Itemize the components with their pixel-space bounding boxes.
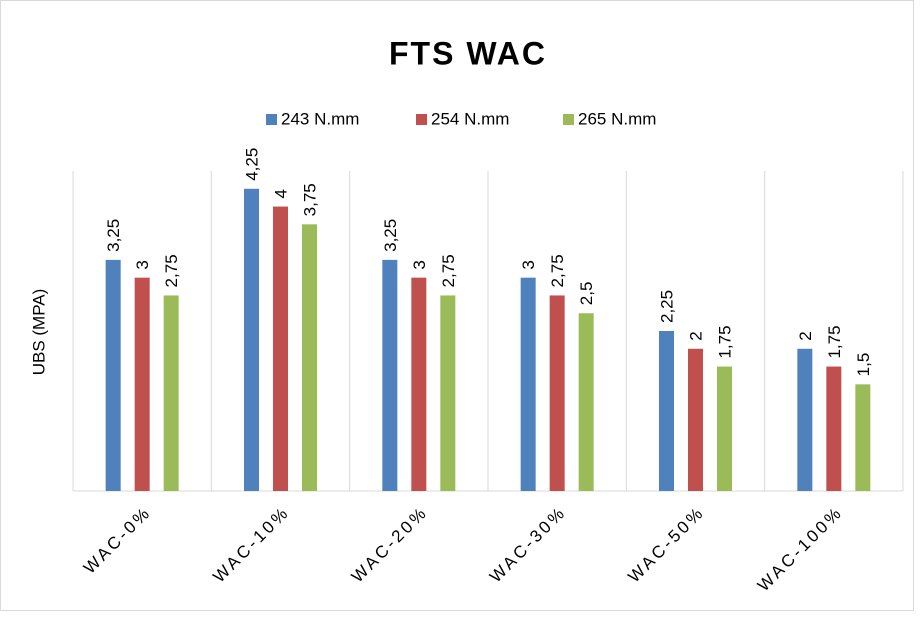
bar	[382, 259, 398, 491]
value-label: 3	[133, 260, 152, 269]
legend-label: 265 N.mm	[578, 109, 656, 128]
bar	[440, 295, 456, 491]
chart-frame	[0, 0, 914, 611]
bar	[302, 224, 317, 492]
bar	[826, 366, 842, 491]
bar	[578, 313, 594, 491]
bar	[411, 277, 427, 491]
bar	[688, 348, 703, 491]
bar	[659, 331, 674, 491]
value-label: 3	[410, 260, 429, 269]
value-label: 3,75	[301, 183, 320, 216]
bar	[549, 295, 565, 491]
value-label: 3,25	[381, 219, 400, 252]
bar	[105, 259, 121, 491]
value-label: 1,5	[854, 353, 873, 377]
y-axis-label: UBS (MPA)	[29, 289, 48, 376]
bar	[134, 277, 150, 491]
bar	[244, 188, 259, 491]
legend-swatch	[266, 114, 277, 125]
legend-label: 254 N.mm	[431, 109, 509, 128]
legend-label: 243 N.mm	[281, 109, 359, 128]
value-label: 2,75	[439, 254, 458, 287]
bar	[797, 348, 813, 491]
value-label: 2	[687, 331, 706, 340]
value-label: 2	[796, 331, 815, 340]
chart-title: FTS WAC	[389, 35, 547, 71]
bar	[163, 295, 179, 491]
legend-swatch	[563, 114, 574, 125]
value-label: 2,5	[577, 282, 596, 306]
bar	[717, 366, 732, 491]
value-label: 3	[519, 260, 538, 269]
value-label: 4	[272, 189, 291, 198]
value-label: 3,25	[104, 219, 123, 252]
value-label: 2,75	[162, 254, 181, 287]
value-label: 4,25	[243, 148, 262, 181]
value-label: 1,75	[825, 325, 844, 358]
value-label: 1,75	[716, 325, 735, 358]
value-label: 2,25	[658, 290, 677, 323]
bar	[520, 277, 536, 491]
bar	[273, 206, 288, 492]
legend-swatch	[416, 114, 427, 125]
value-label: 2,75	[548, 254, 567, 287]
bar	[855, 384, 871, 491]
